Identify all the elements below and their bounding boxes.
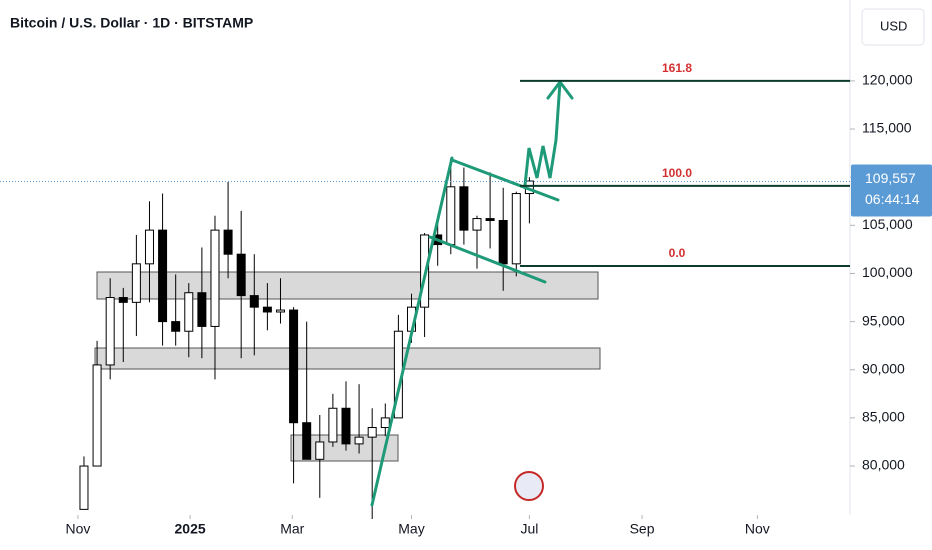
candles	[79, 157, 534, 519]
candle-body	[131, 263, 141, 303]
candle-body	[302, 422, 312, 460]
candle-body	[144, 229, 154, 265]
x-tick-label: Jul	[520, 521, 538, 537]
candle-body	[262, 306, 272, 313]
x-tick-label: Mar	[280, 521, 304, 537]
candle-body	[354, 436, 364, 445]
currency-label[interactable]: USD	[880, 18, 907, 33]
flag-lower	[428, 235, 547, 284]
fib-label: 0.0	[669, 246, 686, 260]
candle-body	[341, 407, 351, 445]
candle-body	[328, 407, 338, 443]
y-tick-label: 85,000	[862, 409, 905, 425]
candle-body	[289, 309, 299, 424]
trend-drawings	[370, 79, 574, 507]
candle-body	[446, 186, 456, 246]
candle-body	[236, 253, 246, 297]
flag-upper	[450, 158, 560, 202]
x-tick-label: May	[398, 521, 424, 537]
candle-body	[223, 229, 233, 255]
candle-body	[498, 220, 508, 265]
last-price-box	[851, 164, 932, 217]
candle-body	[459, 186, 469, 231]
currency-box[interactable]	[861, 8, 925, 46]
y-tick-label: 100,000	[862, 264, 913, 280]
projection-arrowhead	[546, 79, 574, 100]
candle-body	[275, 309, 285, 313]
candle-body	[315, 441, 325, 460]
fib-label: 161.8	[662, 61, 692, 75]
candle-body	[158, 229, 168, 323]
x-tick-label: Nov	[65, 521, 90, 537]
last-price-label: 109,557	[865, 170, 916, 186]
projection-path	[523, 80, 562, 187]
currency-button[interactable]: USD	[861, 8, 925, 46]
candle-body	[197, 292, 207, 327]
y-tick-label: 80,000	[862, 457, 905, 473]
logo-badge	[514, 471, 544, 501]
chart-title: Bitcoin / U.S. Dollar · 1D · BITSTAMP	[10, 15, 253, 31]
x-tick-label: Sep	[630, 521, 655, 537]
candle-body	[472, 218, 482, 231]
flag-pole	[370, 156, 454, 507]
candle-body	[184, 292, 194, 332]
candle-body	[249, 295, 259, 308]
fib-label: 100.0	[662, 166, 692, 180]
candle-body	[485, 218, 495, 222]
candle-body	[511, 193, 521, 265]
candle-body	[171, 321, 181, 332]
candle-body	[210, 229, 220, 327]
candle-body	[92, 364, 102, 467]
zone	[94, 347, 601, 370]
candle-body	[79, 465, 89, 510]
candle-body	[367, 427, 377, 438]
candle-body	[118, 297, 128, 303]
x-tick-label: Nov	[745, 521, 770, 537]
y-tick-label: 90,000	[862, 360, 905, 376]
y-tick-label: 95,000	[862, 312, 905, 328]
zone	[96, 271, 599, 300]
candle-body	[105, 297, 115, 366]
candle-body	[380, 417, 390, 429]
y-tick-label: 105,000	[862, 216, 913, 232]
y-tick-label: 120,000	[862, 72, 913, 88]
x-tick-label: 2025	[175, 521, 206, 537]
y-tick-label: 115,000	[862, 120, 912, 136]
countdown-label: 06:44:14	[865, 191, 920, 207]
